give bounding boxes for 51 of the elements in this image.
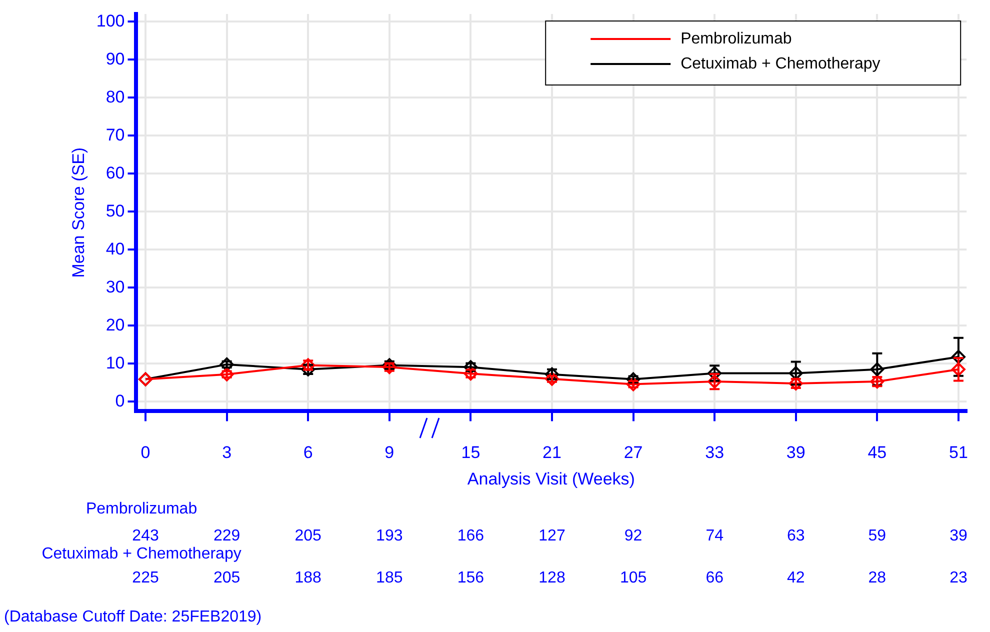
text: 229: [213, 528, 240, 545]
text: 63: [786, 528, 805, 545]
text: Cetuximab + Chemotherapy: [42, 546, 242, 563]
y-axis-title: Mean Score (SE): [68, 147, 88, 278]
text: 105: [620, 570, 647, 587]
text: 205: [294, 528, 322, 545]
text: 23: [950, 570, 968, 587]
x-tick-label: 21: [542, 443, 562, 462]
x-tick-label: 6: [303, 443, 313, 462]
y-tick-label: 90: [106, 49, 125, 68]
y-tick-label: 100: [96, 11, 125, 30]
y-tick-label: 10: [106, 353, 125, 372]
text: 66: [706, 570, 724, 587]
text: 39: [950, 528, 968, 545]
x-tick-label: 3: [222, 443, 232, 462]
y-tick-label: 20: [106, 315, 125, 334]
y-tick-label: 60: [106, 163, 125, 182]
text: 156: [457, 570, 484, 587]
y-tick-label: 40: [106, 239, 125, 258]
text: 185: [376, 570, 403, 587]
x-tick-label: 0: [140, 443, 150, 462]
text: 243: [132, 528, 159, 545]
text: 225: [132, 570, 159, 587]
text: 205: [213, 570, 240, 587]
x-tick-label: 27: [624, 443, 643, 462]
y-tick-label: 30: [106, 277, 125, 296]
x-axis-title: Analysis Visit (Weeks): [467, 469, 635, 488]
text: 128: [538, 570, 566, 587]
text: 59: [868, 528, 886, 545]
text: 42: [786, 570, 805, 587]
legend-label: Cetuximab + Chemotherapy: [680, 55, 880, 72]
text: 127: [538, 528, 566, 545]
x-tick-label: 51: [949, 443, 968, 462]
text: 92: [624, 528, 642, 545]
y-tick-label: 0: [115, 391, 125, 410]
text: (Database Cutoff Date: 25FEB2019): [4, 608, 262, 626]
text: 166: [457, 528, 484, 545]
y-tick-label: 50: [106, 201, 125, 220]
x-tick-label: 45: [868, 443, 887, 462]
text: 74: [706, 528, 724, 545]
y-tick-label: 80: [106, 87, 125, 106]
x-tick-label: 15: [461, 443, 480, 462]
legend-label: Pembrolizumab: [680, 30, 792, 48]
text: 193: [376, 528, 403, 545]
x-tick-label: 33: [705, 443, 724, 462]
y-tick-label: 70: [106, 125, 125, 144]
x-tick-label: 39: [786, 443, 806, 462]
text: Pembrolizumab: [86, 500, 198, 518]
text: 28: [868, 570, 886, 587]
text: 188: [294, 570, 322, 587]
x-tick-label: 9: [384, 443, 394, 462]
